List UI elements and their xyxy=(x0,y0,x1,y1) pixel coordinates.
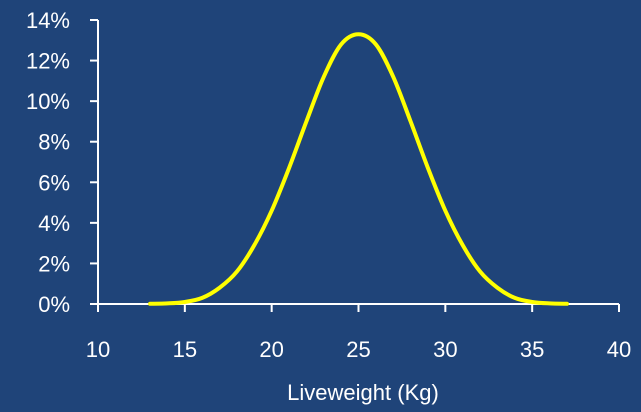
x-tick-label: 15 xyxy=(173,337,197,362)
x-tick-label: 35 xyxy=(520,337,544,362)
x-tick-label: 20 xyxy=(259,337,283,362)
ticks-group: 0% 2% 4% 6% 8% 10% 12% 14% 10 15 20 25 30 35 40 xyxy=(26,8,631,362)
y-tick-label: 6% xyxy=(38,170,70,195)
y-tick-label: 12% xyxy=(26,49,70,74)
x-tick-label: 40 xyxy=(607,337,631,362)
x-tick-label: 10 xyxy=(86,337,110,362)
y-tick-label: 0% xyxy=(38,292,70,317)
x-tick-label: 25 xyxy=(346,337,370,362)
x-tick-label: 30 xyxy=(433,337,457,362)
distribution-curve-line xyxy=(148,32,569,306)
y-tick-label: 2% xyxy=(38,251,70,276)
y-tick-label: 4% xyxy=(38,211,70,236)
y-tick-label: 14% xyxy=(26,8,70,33)
y-tick-label: 10% xyxy=(26,89,70,114)
y-tick-label: 8% xyxy=(38,130,70,155)
x-axis-title: Liveweight (Kg) xyxy=(287,380,439,405)
series-group xyxy=(148,32,569,306)
